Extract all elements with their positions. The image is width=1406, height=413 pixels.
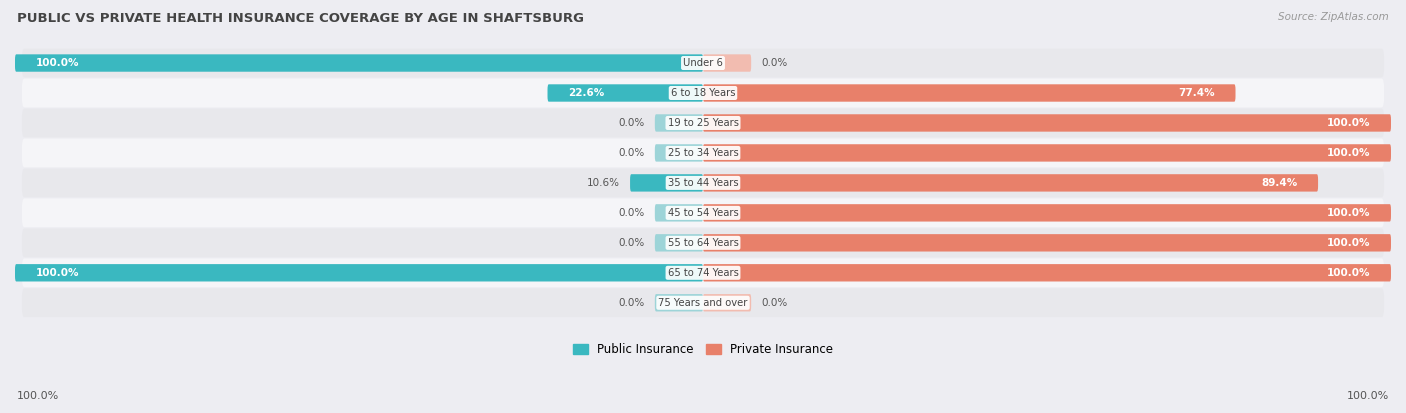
FancyBboxPatch shape: [703, 264, 1391, 282]
Text: 100.0%: 100.0%: [1347, 391, 1389, 401]
Text: 100.0%: 100.0%: [1327, 238, 1371, 248]
FancyBboxPatch shape: [703, 55, 751, 72]
Text: Under 6: Under 6: [683, 58, 723, 68]
Legend: Public Insurance, Private Insurance: Public Insurance, Private Insurance: [568, 338, 838, 361]
Text: 100.0%: 100.0%: [1327, 148, 1371, 158]
FancyBboxPatch shape: [22, 169, 1384, 197]
Text: 0.0%: 0.0%: [619, 148, 644, 158]
Text: 100.0%: 100.0%: [1327, 208, 1371, 218]
FancyBboxPatch shape: [703, 144, 1391, 161]
FancyBboxPatch shape: [655, 294, 703, 311]
Text: 65 to 74 Years: 65 to 74 Years: [668, 268, 738, 278]
Text: 10.6%: 10.6%: [586, 178, 620, 188]
FancyBboxPatch shape: [630, 174, 703, 192]
Text: 6 to 18 Years: 6 to 18 Years: [671, 88, 735, 98]
Text: 100.0%: 100.0%: [1327, 118, 1371, 128]
FancyBboxPatch shape: [22, 288, 1384, 317]
FancyBboxPatch shape: [547, 84, 703, 102]
FancyBboxPatch shape: [655, 114, 703, 132]
Text: 35 to 44 Years: 35 to 44 Years: [668, 178, 738, 188]
Text: 0.0%: 0.0%: [619, 118, 644, 128]
Text: 0.0%: 0.0%: [619, 238, 644, 248]
FancyBboxPatch shape: [22, 228, 1384, 257]
Text: 89.4%: 89.4%: [1261, 178, 1298, 188]
FancyBboxPatch shape: [22, 78, 1384, 107]
Text: 77.4%: 77.4%: [1178, 88, 1215, 98]
FancyBboxPatch shape: [22, 138, 1384, 167]
FancyBboxPatch shape: [22, 49, 1384, 77]
FancyBboxPatch shape: [703, 114, 1391, 132]
FancyBboxPatch shape: [703, 174, 1317, 192]
Text: 0.0%: 0.0%: [619, 298, 644, 308]
Text: 55 to 64 Years: 55 to 64 Years: [668, 238, 738, 248]
Text: 100.0%: 100.0%: [17, 391, 59, 401]
FancyBboxPatch shape: [703, 204, 1391, 221]
Text: 75 Years and over: 75 Years and over: [658, 298, 748, 308]
FancyBboxPatch shape: [655, 144, 703, 161]
FancyBboxPatch shape: [703, 84, 1236, 102]
Text: 19 to 25 Years: 19 to 25 Years: [668, 118, 738, 128]
Text: PUBLIC VS PRIVATE HEALTH INSURANCE COVERAGE BY AGE IN SHAFTSBURG: PUBLIC VS PRIVATE HEALTH INSURANCE COVER…: [17, 12, 583, 25]
FancyBboxPatch shape: [655, 234, 703, 252]
Text: 100.0%: 100.0%: [35, 58, 79, 68]
FancyBboxPatch shape: [22, 199, 1384, 227]
Text: 0.0%: 0.0%: [762, 298, 787, 308]
Text: 22.6%: 22.6%: [568, 88, 605, 98]
Text: 100.0%: 100.0%: [1327, 268, 1371, 278]
Text: 45 to 54 Years: 45 to 54 Years: [668, 208, 738, 218]
Text: 25 to 34 Years: 25 to 34 Years: [668, 148, 738, 158]
FancyBboxPatch shape: [703, 294, 751, 311]
Text: Source: ZipAtlas.com: Source: ZipAtlas.com: [1278, 12, 1389, 22]
Text: 0.0%: 0.0%: [762, 58, 787, 68]
FancyBboxPatch shape: [15, 55, 703, 72]
Text: 100.0%: 100.0%: [35, 268, 79, 278]
Text: 0.0%: 0.0%: [619, 208, 644, 218]
FancyBboxPatch shape: [655, 204, 703, 221]
FancyBboxPatch shape: [703, 234, 1391, 252]
FancyBboxPatch shape: [22, 109, 1384, 138]
FancyBboxPatch shape: [15, 264, 703, 282]
FancyBboxPatch shape: [22, 259, 1384, 287]
